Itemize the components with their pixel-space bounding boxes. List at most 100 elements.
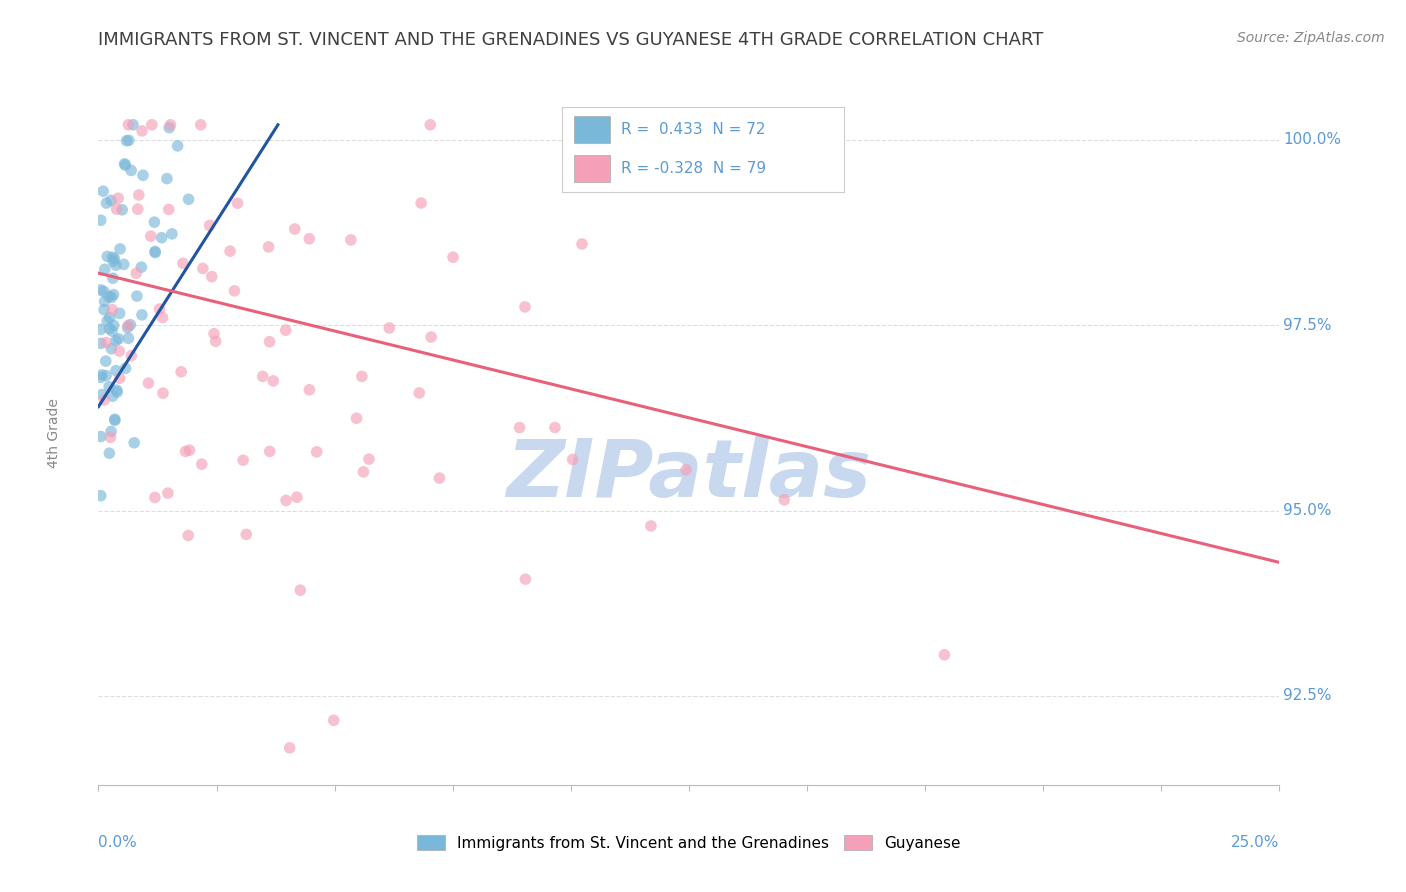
Point <box>177 528 200 542</box>
Point <box>108 306 131 320</box>
Point <box>115 134 138 148</box>
Point <box>202 326 225 341</box>
Point <box>350 369 373 384</box>
Point <box>419 118 441 132</box>
Point <box>108 242 131 256</box>
Point <box>125 266 148 280</box>
Point <box>571 236 593 251</box>
Point <box>509 420 531 434</box>
Point <box>94 335 117 350</box>
Point <box>100 430 122 444</box>
Point <box>98 380 121 394</box>
Point <box>105 202 128 216</box>
Point <box>513 300 536 314</box>
Point <box>160 227 183 241</box>
Point <box>105 384 128 399</box>
Text: Source: ZipAtlas.com: Source: ZipAtlas.com <box>1237 31 1385 45</box>
Text: 92.5%: 92.5% <box>1284 689 1331 704</box>
Point <box>93 302 115 317</box>
Point <box>378 321 401 335</box>
Point <box>305 445 328 459</box>
Point <box>150 230 173 244</box>
Point <box>262 374 284 388</box>
Point <box>98 310 121 325</box>
Point <box>98 446 121 460</box>
Point <box>139 229 162 244</box>
Point <box>219 244 242 259</box>
Point <box>91 184 114 198</box>
Point <box>101 271 124 285</box>
Text: 97.5%: 97.5% <box>1284 318 1331 333</box>
Point <box>117 331 139 345</box>
Point <box>157 120 180 135</box>
Point <box>201 269 224 284</box>
Point <box>235 527 257 541</box>
Point <box>100 194 122 208</box>
Point <box>114 157 136 171</box>
Bar <box>574 116 610 144</box>
Point <box>101 389 124 403</box>
Point <box>114 158 136 172</box>
Text: ZIPatlas: ZIPatlas <box>506 436 872 514</box>
Point <box>104 413 127 427</box>
Point <box>420 330 443 344</box>
Point <box>143 491 166 505</box>
Point <box>90 489 112 503</box>
Point <box>143 245 166 260</box>
Point <box>274 493 297 508</box>
Point <box>108 371 131 385</box>
Point <box>105 383 128 397</box>
Point <box>96 196 118 211</box>
Point <box>131 308 153 322</box>
Point <box>127 202 149 217</box>
Point <box>120 318 142 332</box>
Text: IMMIGRANTS FROM ST. VINCENT AND THE GRENADINES VS GUYANESE 4TH GRADE CORRELATION: IMMIGRANTS FROM ST. VINCENT AND THE GREN… <box>98 31 1043 49</box>
Point <box>122 435 145 450</box>
Point <box>100 342 122 356</box>
Point <box>284 222 307 236</box>
Point <box>179 443 201 458</box>
Point <box>90 213 112 227</box>
Point <box>120 163 142 178</box>
Point <box>357 452 380 467</box>
Point <box>190 118 212 132</box>
Point <box>90 322 112 336</box>
Point <box>131 124 153 138</box>
Point <box>429 471 451 485</box>
Point <box>408 386 430 401</box>
Point <box>117 118 139 132</box>
Point <box>103 252 125 266</box>
Point <box>174 444 197 458</box>
Point <box>100 290 122 304</box>
Point <box>152 386 174 401</box>
Point <box>226 196 249 211</box>
Point <box>224 284 246 298</box>
Point <box>111 202 134 217</box>
Point <box>156 486 179 500</box>
Point <box>90 370 112 384</box>
Point <box>96 314 118 328</box>
Point <box>143 215 166 229</box>
Point <box>411 196 433 211</box>
Point <box>96 249 118 263</box>
Text: 0.0%: 0.0% <box>98 836 138 850</box>
Point <box>198 219 221 233</box>
Point <box>104 334 127 348</box>
Point <box>90 387 112 401</box>
Point <box>97 289 120 303</box>
Point <box>90 429 112 443</box>
Point <box>90 336 112 351</box>
Point <box>278 740 301 755</box>
Point <box>159 118 181 132</box>
Point <box>285 490 308 504</box>
Point <box>141 118 163 132</box>
Point <box>114 361 136 376</box>
Point <box>104 363 127 377</box>
Point <box>101 250 124 264</box>
Point <box>90 368 112 382</box>
Point <box>166 139 188 153</box>
Point <box>257 240 280 254</box>
Point <box>104 258 127 272</box>
Point <box>131 260 153 274</box>
Point <box>138 376 160 390</box>
